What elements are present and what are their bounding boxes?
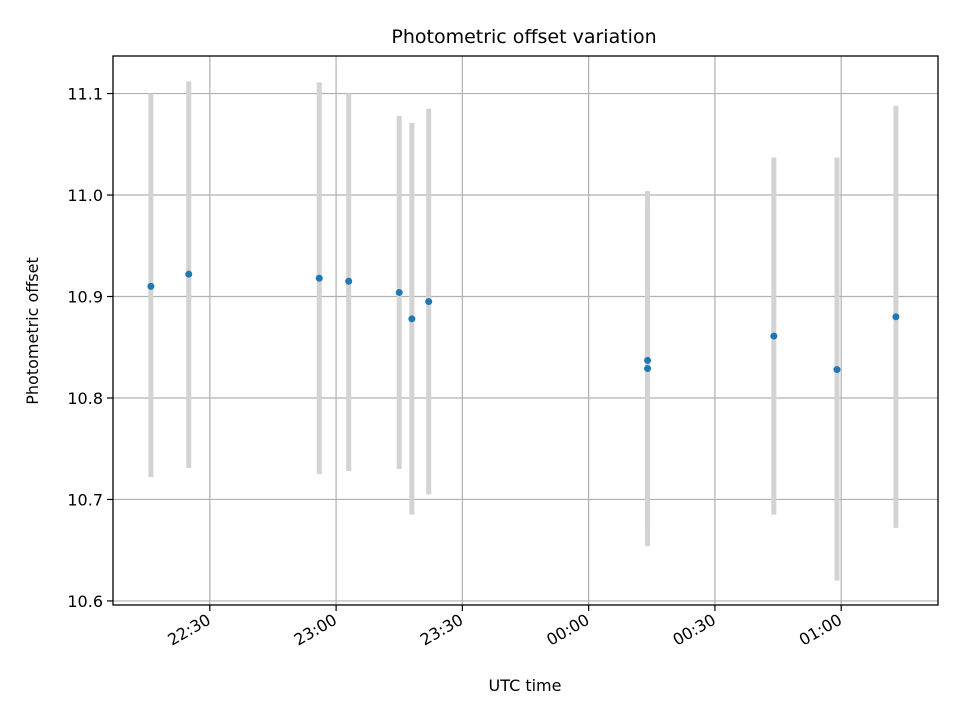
data-point <box>185 270 193 278</box>
x-axis-label: UTC time <box>489 676 562 695</box>
y-tick-label: 10.6 <box>67 592 103 611</box>
x-tick-label: 00:30 <box>669 610 718 650</box>
grid <box>113 56 938 605</box>
y-tick-label: 10.9 <box>67 288 103 307</box>
plot-frame <box>112 55 939 606</box>
y-axis-label: Photometric offset <box>23 257 42 405</box>
data-point <box>644 365 652 373</box>
data-point <box>644 356 652 364</box>
data-point <box>770 332 778 340</box>
data-point <box>147 282 155 290</box>
data-point <box>395 288 403 296</box>
y-tick-label: 10.8 <box>67 389 103 408</box>
y-tick-label: 10.7 <box>67 490 103 509</box>
data-point <box>892 313 900 321</box>
y-tick-label: 11.1 <box>67 85 103 104</box>
data-point <box>345 277 353 285</box>
chart-title: Photometric offset variation <box>391 26 656 48</box>
data-point <box>833 366 841 374</box>
x-tick-label: 00:00 <box>543 610 592 650</box>
error-bars <box>148 81 899 581</box>
data-point <box>408 315 416 323</box>
x-axis: 22:30 23:00 23:30 00:00 00:30 01:00 <box>164 605 845 650</box>
data-point <box>425 298 433 306</box>
y-tick-label: 11.0 <box>67 186 103 205</box>
x-tick-label: 23:30 <box>417 610 466 650</box>
y-axis: 10.6 10.7 10.8 10.9 11.0 11.1 <box>67 85 113 611</box>
data-point <box>315 274 323 282</box>
x-tick-label: 01:00 <box>796 610 845 650</box>
data-points <box>147 270 900 374</box>
x-tick-label: 23:00 <box>291 610 340 650</box>
x-tick-label: 22:30 <box>164 610 213 650</box>
